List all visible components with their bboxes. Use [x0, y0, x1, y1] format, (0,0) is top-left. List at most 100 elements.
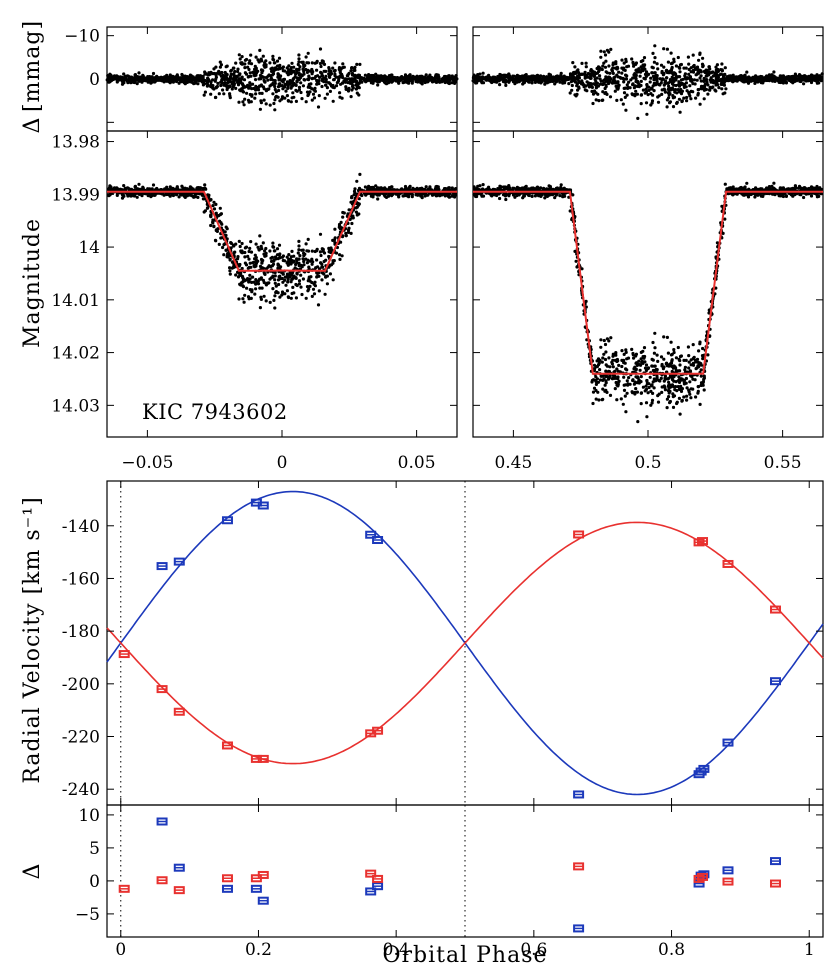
lc-residual-point	[338, 91, 342, 95]
lc-residual-point	[698, 76, 702, 80]
lc-point	[212, 225, 216, 229]
lc-point	[656, 400, 661, 404]
lc-point	[665, 335, 670, 339]
lc-point	[597, 398, 601, 402]
lc-point	[648, 375, 652, 379]
lc-point	[627, 376, 631, 380]
lc-residual-point	[273, 87, 277, 92]
lc-point	[272, 249, 276, 253]
lc-point	[281, 272, 285, 276]
lc-point	[617, 363, 621, 367]
lc-point	[651, 358, 655, 362]
lc-residual-point	[283, 96, 287, 100]
lc-point	[317, 267, 322, 271]
lc-residual-point	[351, 86, 355, 90]
lc-point	[212, 207, 217, 211]
lc-residual-point	[358, 62, 362, 66]
lc-residual-point	[277, 64, 281, 68]
lc-point	[242, 300, 246, 304]
lc-point	[653, 364, 657, 368]
lc-point	[123, 187, 127, 191]
lc-residual-point	[363, 78, 367, 82]
lc-point	[243, 293, 247, 297]
lc-point	[591, 401, 595, 406]
lc-residual-point	[295, 67, 299, 71]
lc-point	[622, 352, 626, 356]
lc-point	[219, 236, 223, 240]
lc-residual-point	[601, 64, 605, 68]
lc-point	[260, 260, 264, 264]
lc-residual-point	[253, 74, 257, 78]
lc-point	[270, 264, 274, 268]
lc-residual-point	[617, 70, 621, 74]
lc-point	[651, 391, 655, 395]
lc-residual-point	[344, 85, 348, 89]
lc-residual-point	[348, 80, 352, 84]
lc-residual-point	[237, 77, 241, 81]
lc-point	[624, 348, 628, 352]
lc-residual-point	[607, 64, 611, 68]
lc-residual-point	[301, 60, 305, 64]
lc-point	[677, 396, 682, 400]
lc-point	[341, 215, 345, 219]
lc-point	[239, 272, 243, 276]
lc-residual-point	[159, 75, 163, 79]
lc-point	[619, 397, 623, 401]
lc-point	[501, 193, 506, 197]
lc-point	[607, 377, 611, 381]
lc-point	[318, 250, 322, 254]
lc-residual-point	[295, 79, 299, 83]
lc-point	[610, 377, 615, 381]
lc-point	[260, 286, 264, 290]
lc-point	[623, 383, 628, 387]
lc-point	[684, 381, 688, 385]
lc-point	[317, 289, 321, 293]
lc-residual-point	[297, 85, 302, 89]
lc-residual-point	[271, 81, 275, 86]
lc-residual-point	[180, 78, 184, 82]
lc-point	[302, 263, 306, 267]
lc-point	[299, 273, 303, 277]
lc-point	[211, 221, 215, 225]
lc-point	[650, 384, 654, 388]
lc-residual-point	[246, 65, 250, 69]
lc-point	[277, 253, 281, 257]
lc-point	[289, 280, 293, 284]
lc-point	[328, 272, 332, 276]
lc-residual-point	[225, 64, 229, 68]
lc-point	[426, 193, 430, 197]
lc-residual-point	[421, 77, 425, 82]
lc-residual-point	[141, 74, 145, 78]
lc-point	[644, 363, 649, 367]
lc-point	[272, 298, 276, 302]
lc-point	[269, 256, 273, 260]
lc-point	[174, 193, 179, 197]
lc-residual-point	[239, 80, 243, 84]
lc-residual-point	[245, 91, 249, 95]
lc-point	[410, 195, 414, 199]
lc-point	[424, 185, 428, 189]
lc-residual-point	[235, 75, 239, 79]
lc-point	[280, 276, 284, 281]
lc-residual-point	[325, 92, 329, 96]
lc-point	[300, 292, 304, 297]
lc-point	[761, 194, 765, 198]
lc-point	[672, 394, 677, 398]
lc-residual-point	[384, 82, 389, 86]
lc-point	[354, 210, 358, 214]
lc-residual-point	[120, 75, 124, 79]
lc-point	[203, 183, 207, 187]
lc-residual-point	[233, 78, 237, 82]
lc-point	[706, 353, 710, 357]
lc-point	[126, 186, 130, 190]
lc-point	[571, 193, 575, 197]
lc-point	[320, 278, 324, 282]
lc-point	[278, 295, 282, 299]
lc-residual-point	[271, 54, 275, 59]
lc-point	[407, 195, 411, 199]
lc-point	[346, 230, 351, 234]
lc-residual-point	[228, 92, 232, 96]
lc-point	[262, 294, 266, 298]
lc-point	[309, 275, 313, 279]
